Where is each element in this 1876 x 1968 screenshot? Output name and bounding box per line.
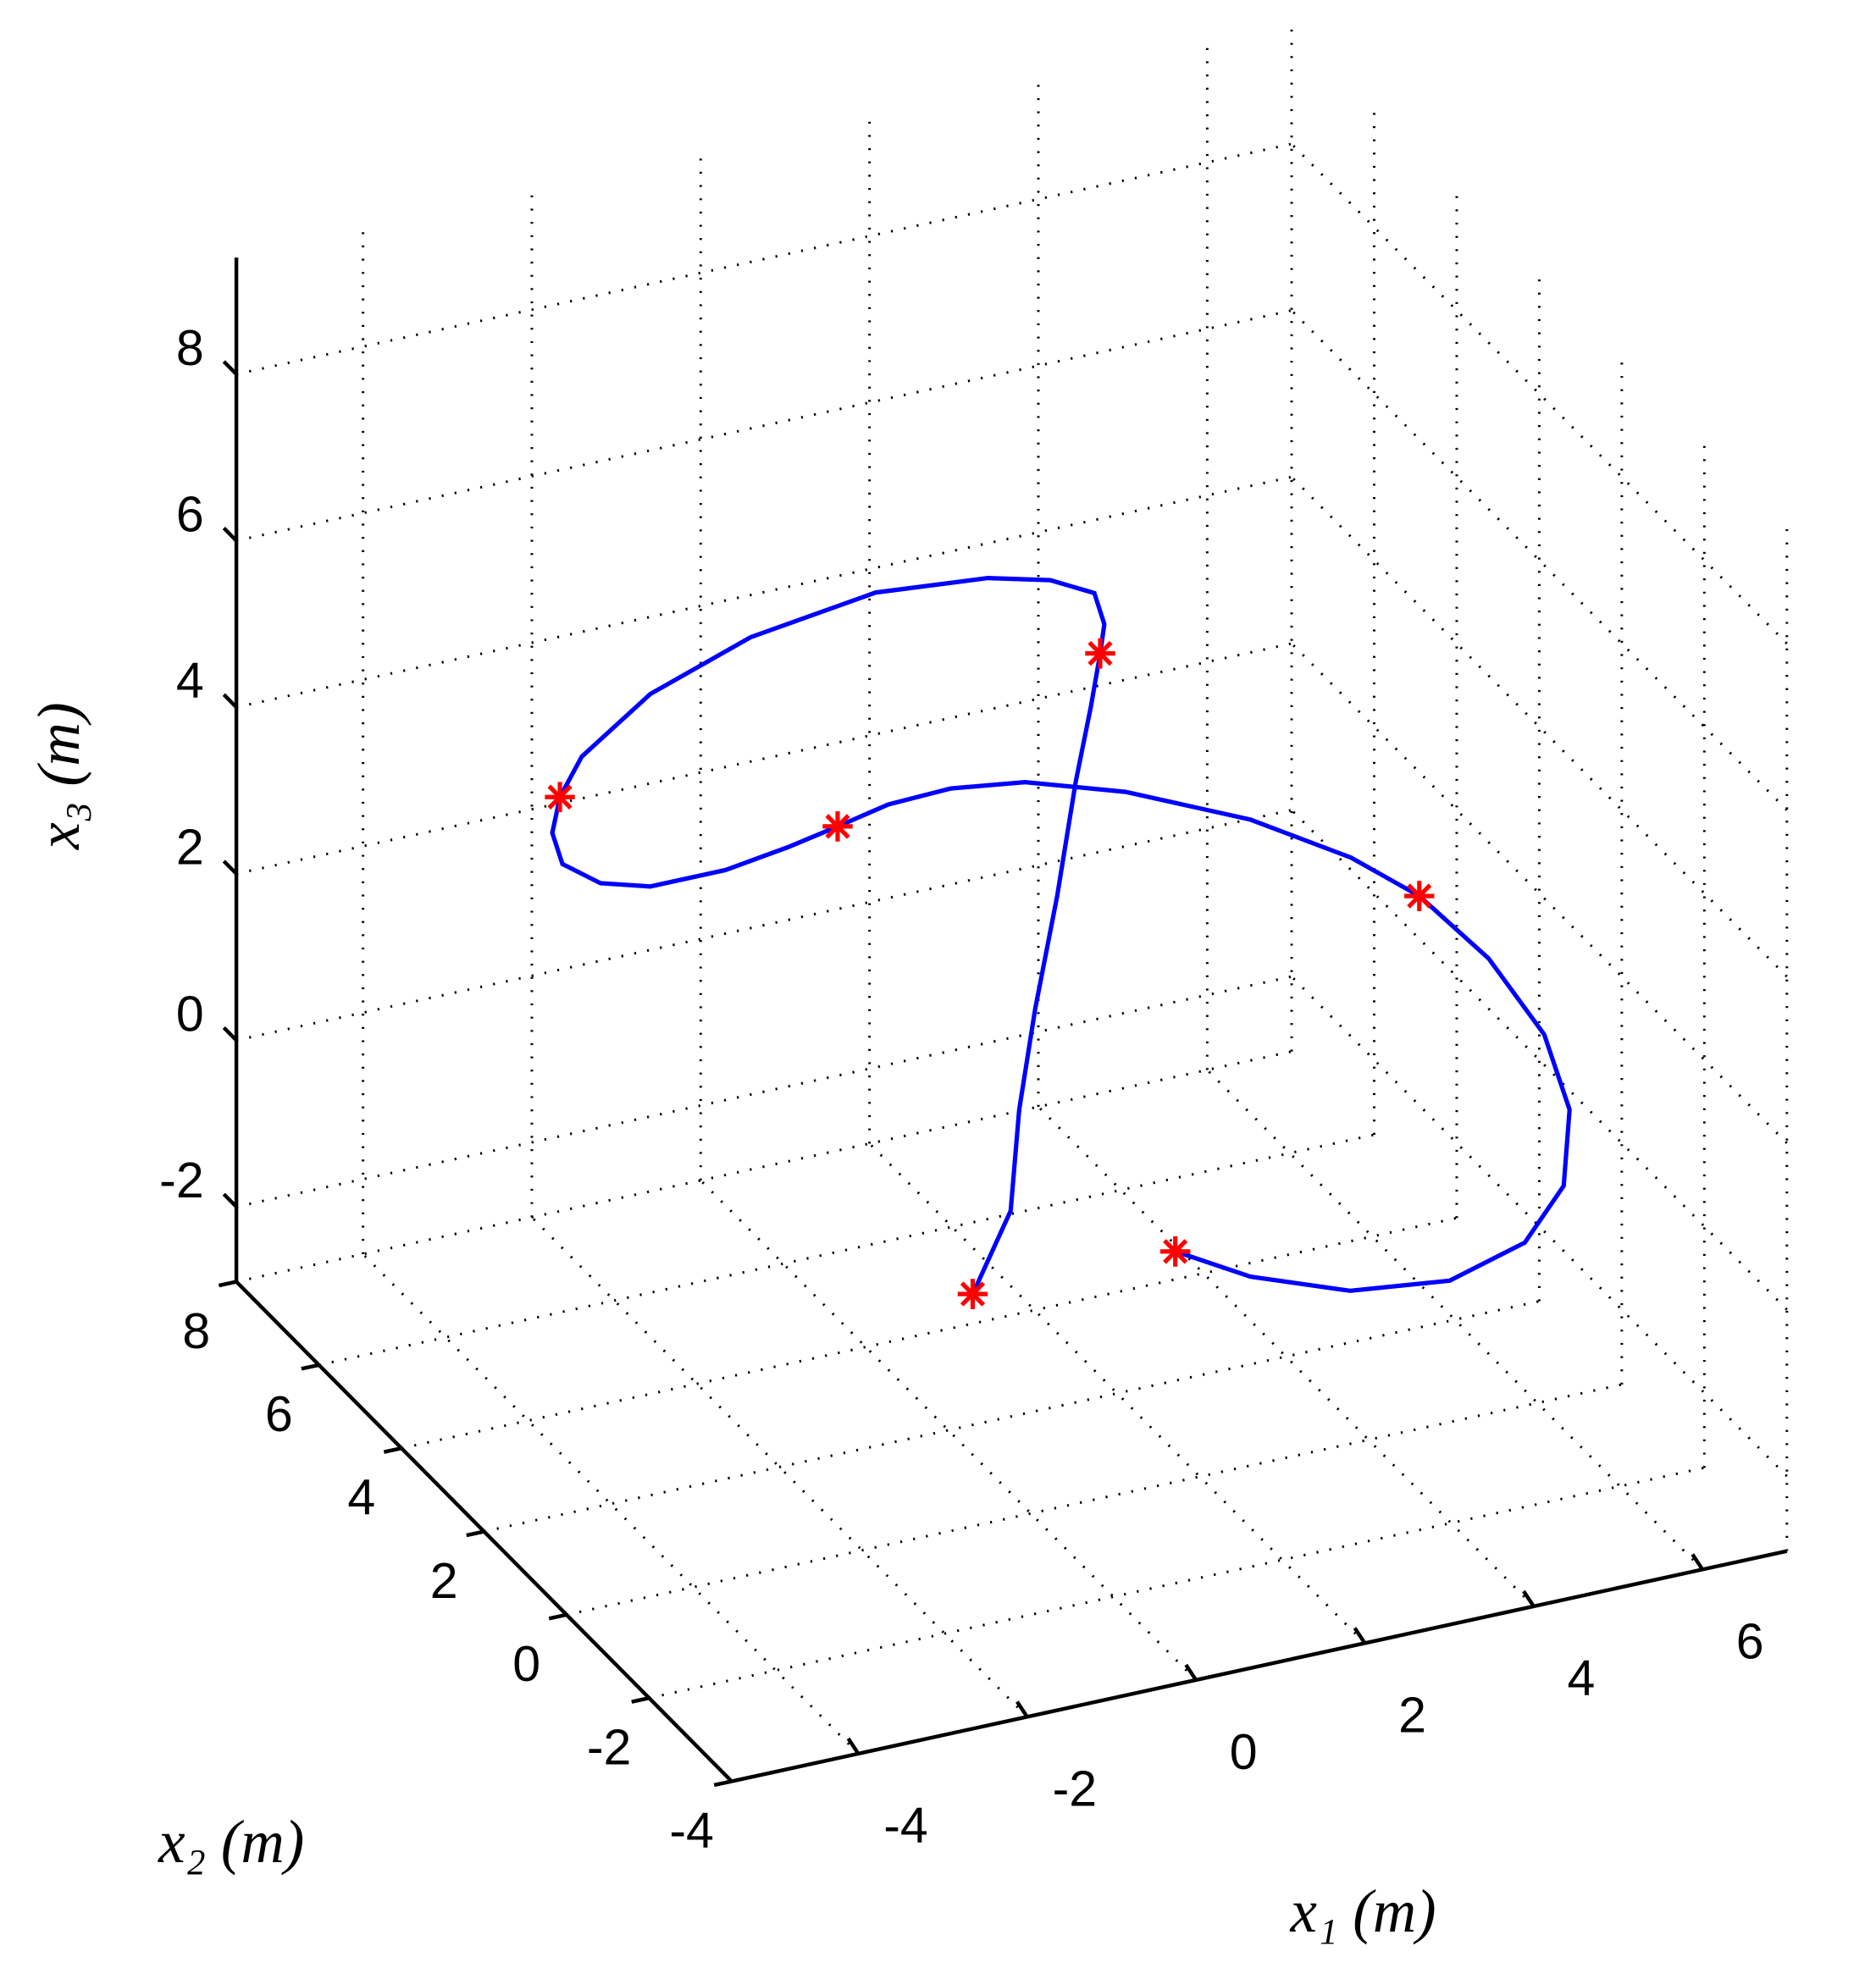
waypoint-marker (822, 811, 853, 842)
y-axis-label: x₂ (m) (158, 1810, 304, 1876)
grid-line (235, 642, 1292, 876)
x-tick (1691, 1553, 1704, 1571)
x-axis (731, 1549, 1788, 1783)
y-tick-label: 6 (265, 1385, 293, 1442)
y-tick-label: 8 (182, 1302, 210, 1359)
x-tick-label: 4 (1567, 1650, 1595, 1706)
waypoint-marker (545, 782, 575, 813)
x-tick (1184, 1663, 1198, 1682)
grid-line (235, 975, 1292, 1208)
x-axis-label: x₁ (m) (1289, 1879, 1436, 1945)
waypoint-marker (957, 1279, 988, 1309)
x-tick (1353, 1627, 1367, 1645)
y-tick (466, 1529, 484, 1538)
x-tick-label: 6 (1736, 1612, 1764, 1669)
grid-line (235, 142, 1292, 376)
x-tick-label: -2 (1053, 1760, 1098, 1816)
grid-line (235, 809, 1292, 1042)
z-tick-label: 0 (176, 985, 204, 1042)
grid-line (235, 475, 1292, 709)
y-tick (383, 1446, 402, 1454)
z-tick-label: 6 (176, 485, 204, 542)
x-tick (1522, 1589, 1536, 1608)
x-tick-label: -4 (883, 1797, 928, 1854)
x-tick (1015, 1700, 1029, 1718)
y-tick-label: -4 (669, 1802, 714, 1859)
y-tick-label: 0 (512, 1635, 540, 1692)
trajectory (550, 575, 1572, 1296)
y-tick (713, 1779, 733, 1788)
x-tick-label: 2 (1398, 1686, 1426, 1743)
grid-line (235, 1050, 1292, 1284)
grid-line (566, 1383, 1623, 1617)
z-tick-label: -2 (159, 1152, 204, 1208)
marker-stroke (1407, 883, 1432, 909)
y-tick-label: 2 (430, 1552, 458, 1609)
y-tick-label: 4 (347, 1468, 375, 1525)
y-tick-label: -2 (587, 1718, 632, 1775)
grid-line (649, 1466, 1705, 1700)
z-tick-label: 8 (176, 319, 204, 376)
grid-line (484, 1300, 1540, 1534)
y-tick (218, 1280, 237, 1288)
y-tick (301, 1363, 320, 1371)
marker-stroke (547, 784, 573, 810)
z-tick (222, 860, 238, 876)
grid-line (235, 309, 1292, 542)
z-tick (222, 360, 238, 376)
marker-stroke (960, 1281, 986, 1307)
z-tick (222, 1192, 238, 1208)
waypoint-marker (1085, 638, 1115, 669)
z-tick-label: 4 (176, 652, 204, 709)
grid-line (401, 1216, 1458, 1450)
x-tick-label: 0 (1230, 1723, 1258, 1780)
waypoint-marker (1159, 1236, 1191, 1267)
y-tick (548, 1612, 567, 1621)
z-tick (222, 693, 238, 709)
z-tick-label: 2 (176, 818, 204, 875)
z-axis-label: x₃ (m) (26, 702, 92, 850)
marker-stroke (1163, 1239, 1188, 1264)
z-tick (222, 527, 238, 543)
marker-stroke (825, 814, 850, 839)
z-tick (222, 1025, 238, 1042)
marker-stroke (1087, 640, 1113, 666)
waypoint-marker (1404, 881, 1435, 911)
x-tick (846, 1737, 861, 1755)
grid-line (318, 1133, 1375, 1367)
y-tick (631, 1696, 650, 1704)
